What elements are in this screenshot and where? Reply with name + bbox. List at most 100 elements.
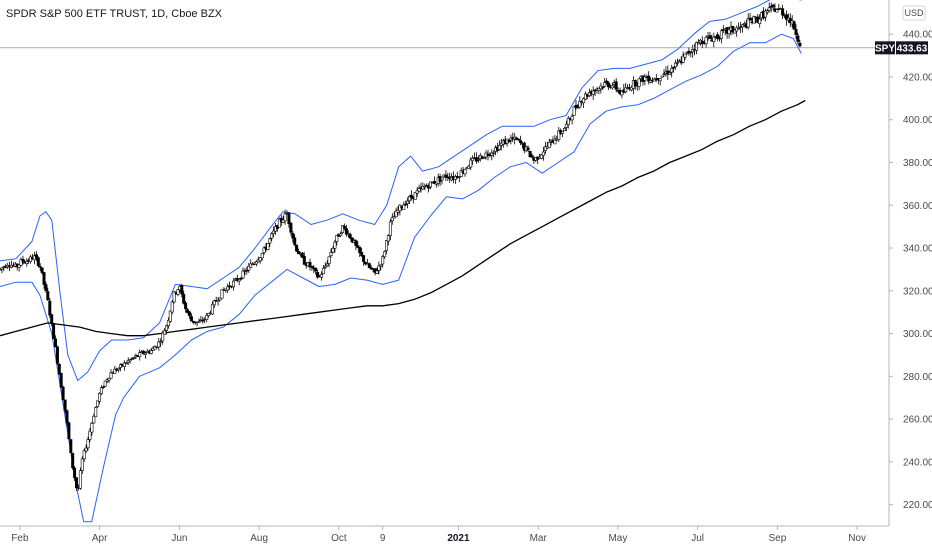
candle	[226, 283, 230, 294]
candle	[507, 139, 511, 144]
currency-button[interactable]: USD	[902, 5, 926, 21]
candle	[716, 32, 720, 42]
candle-body-up	[547, 142, 551, 148]
candle	[344, 224, 348, 237]
candle-body-up	[603, 82, 607, 87]
candle-body-up	[440, 177, 444, 181]
candle	[163, 328, 167, 335]
candle-body-up	[247, 265, 251, 271]
candle-body-down	[716, 34, 720, 39]
candle-body-up	[161, 332, 165, 342]
candle	[781, 4, 785, 19]
candle-body-down	[404, 203, 408, 206]
candle-body-up	[19, 259, 23, 266]
candle-body-up	[274, 226, 278, 232]
price-tag	[896, 41, 928, 55]
candle	[143, 351, 147, 359]
candle-body-up	[377, 265, 381, 271]
candle-body-down	[38, 266, 42, 268]
candle-body-down	[69, 439, 73, 453]
candle-body-up	[270, 233, 274, 239]
candle-body-down	[432, 181, 436, 184]
candle-body-down	[65, 410, 69, 424]
candle-body-up	[476, 159, 480, 161]
plot-area[interactable]	[0, 0, 806, 523]
candle	[444, 170, 448, 181]
candle	[293, 234, 297, 247]
candle-body-up	[388, 221, 392, 236]
candle-body-down	[186, 309, 190, 313]
candle	[570, 114, 574, 125]
candle	[274, 223, 278, 235]
candle-body-down	[606, 82, 610, 88]
x-tick-label: Feb	[11, 533, 29, 544]
candle-body-down	[771, 4, 775, 8]
y-axis-ticks[interactable]: 440.00 420.00 400.00 380.00 360.00 340.00 320.…	[889, 30, 932, 511]
candle	[379, 264, 383, 271]
candle-body-up	[84, 447, 88, 452]
candle	[509, 134, 513, 145]
candle	[207, 312, 211, 318]
candle	[603, 78, 607, 88]
candle-body-down	[73, 467, 77, 479]
candle-body-down	[316, 272, 320, 278]
candle-body-down	[75, 477, 79, 489]
candle	[105, 378, 109, 384]
candle-body-up	[107, 377, 111, 381]
candle	[50, 313, 54, 327]
candle-body-down	[530, 155, 534, 158]
candle-body-up	[78, 470, 82, 489]
candle	[666, 65, 670, 80]
candle	[53, 335, 57, 348]
candle-body-down	[708, 35, 712, 39]
candle-body-up	[490, 152, 494, 156]
candle	[103, 380, 107, 387]
candle-body-up	[423, 186, 427, 188]
candle	[325, 260, 329, 268]
candle-body-up	[262, 247, 266, 253]
candle	[459, 167, 463, 177]
candle	[88, 428, 92, 443]
candle	[327, 256, 331, 268]
candle	[601, 86, 605, 91]
candle	[36, 256, 40, 268]
candle	[660, 75, 664, 78]
candle-body-down	[517, 138, 521, 141]
symbol-tag-label: SPY	[875, 43, 895, 54]
candle	[180, 283, 184, 298]
candle	[683, 53, 687, 60]
candle	[291, 231, 295, 243]
candle	[526, 145, 530, 152]
candle-body-up	[277, 218, 281, 228]
candle-body-up	[218, 297, 222, 301]
candle-body-up	[122, 362, 126, 367]
candle	[159, 338, 163, 347]
candle	[553, 135, 557, 145]
candle	[530, 153, 534, 159]
candle-body-down	[354, 240, 358, 246]
candle	[319, 271, 323, 281]
candle	[356, 241, 360, 249]
candle-body-down	[55, 346, 59, 364]
candle-body-down	[57, 363, 61, 375]
x-axis-ticks[interactable]: Feb Apr Jun Aug Oct 9 2021 Mar May Jul Sep Nov	[11, 526, 866, 544]
candle-body-down	[67, 422, 71, 440]
y-tick-label: 300.00	[903, 329, 932, 340]
candle	[270, 232, 274, 242]
candle	[266, 243, 270, 251]
x-tick-label: 9	[380, 533, 386, 544]
candle	[92, 413, 96, 424]
candle-body-up	[207, 312, 211, 316]
candle-body-up	[249, 263, 253, 268]
candle	[719, 28, 723, 44]
candle	[572, 106, 576, 116]
candle	[457, 176, 461, 183]
candle-body-up	[582, 98, 586, 104]
candle-body-up	[396, 209, 400, 213]
candle-body-up	[564, 123, 568, 128]
candle	[245, 266, 249, 275]
candle-body-up	[94, 407, 98, 418]
candle	[218, 297, 222, 301]
candle	[752, 15, 756, 24]
